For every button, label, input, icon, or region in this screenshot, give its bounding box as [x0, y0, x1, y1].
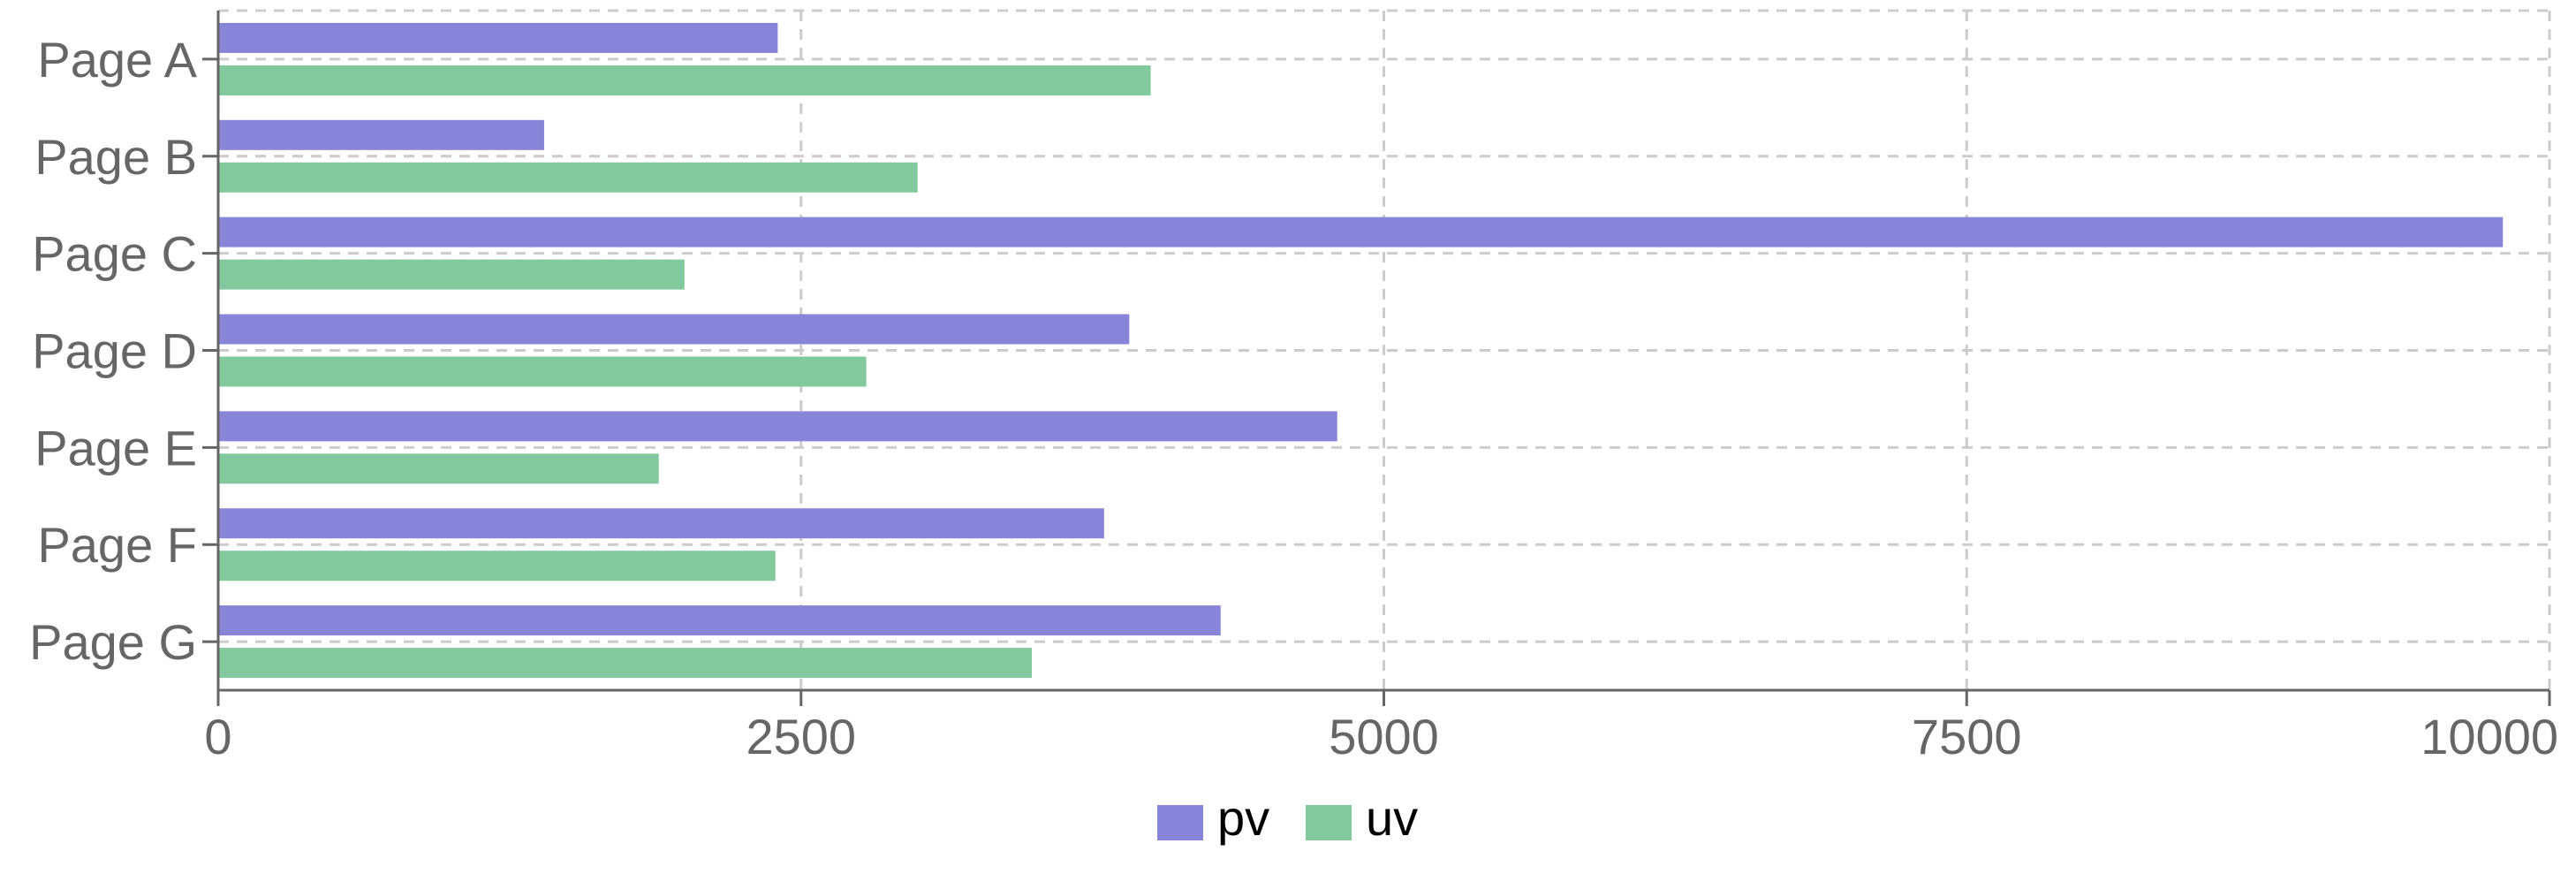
bar-pv-page-b[interactable]	[218, 119, 544, 150]
bar-pv-page-a[interactable]	[218, 22, 778, 53]
bar-uv-page-a[interactable]	[218, 65, 1151, 95]
x-tick-label: 0	[204, 709, 231, 764]
legend-swatch-pv[interactable]	[1157, 805, 1203, 840]
x-tick-label: 2500	[746, 709, 856, 764]
y-tick-label: Page B	[34, 129, 197, 185]
bar-pv-page-c[interactable]	[218, 217, 2504, 247]
bar-pv-page-g[interactable]	[218, 605, 1221, 636]
axes: Page A Page B Page C Page D Page E Page F Page…	[29, 11, 2558, 764]
legend: pv uv	[1157, 790, 1418, 846]
legend-label-uv[interactable]: uv	[1366, 790, 1418, 846]
bar-pv-page-f[interactable]	[218, 508, 1104, 539]
legend-label-pv[interactable]: pv	[1217, 790, 1269, 846]
bar-uv-page-e[interactable]	[218, 453, 659, 484]
x-tick-label: 7500	[1912, 709, 2022, 764]
y-tick-label: Page D	[32, 323, 197, 379]
bar-pv-page-e[interactable]	[218, 411, 1337, 442]
y-tick-label: Page A	[37, 32, 197, 87]
bars	[218, 22, 2504, 679]
legend-swatch-uv[interactable]	[1306, 805, 1352, 840]
y-tick-label: Page F	[37, 517, 197, 573]
bar-uv-page-f[interactable]	[218, 551, 776, 581]
bar-uv-page-g[interactable]	[218, 648, 1033, 679]
bar-uv-page-d[interactable]	[218, 356, 867, 387]
bar-uv-page-b[interactable]	[218, 162, 918, 193]
y-tick-label: Page E	[34, 420, 197, 475]
y-tick-label: Page C	[32, 226, 197, 282]
bar-uv-page-c[interactable]	[218, 259, 685, 290]
bar-pv-page-d[interactable]	[218, 314, 1130, 345]
grid	[218, 9, 2551, 690]
y-tick-label: Page G	[29, 614, 197, 670]
x-tick-label: 10000	[2421, 709, 2558, 764]
x-tick-label: 5000	[1329, 709, 1439, 764]
